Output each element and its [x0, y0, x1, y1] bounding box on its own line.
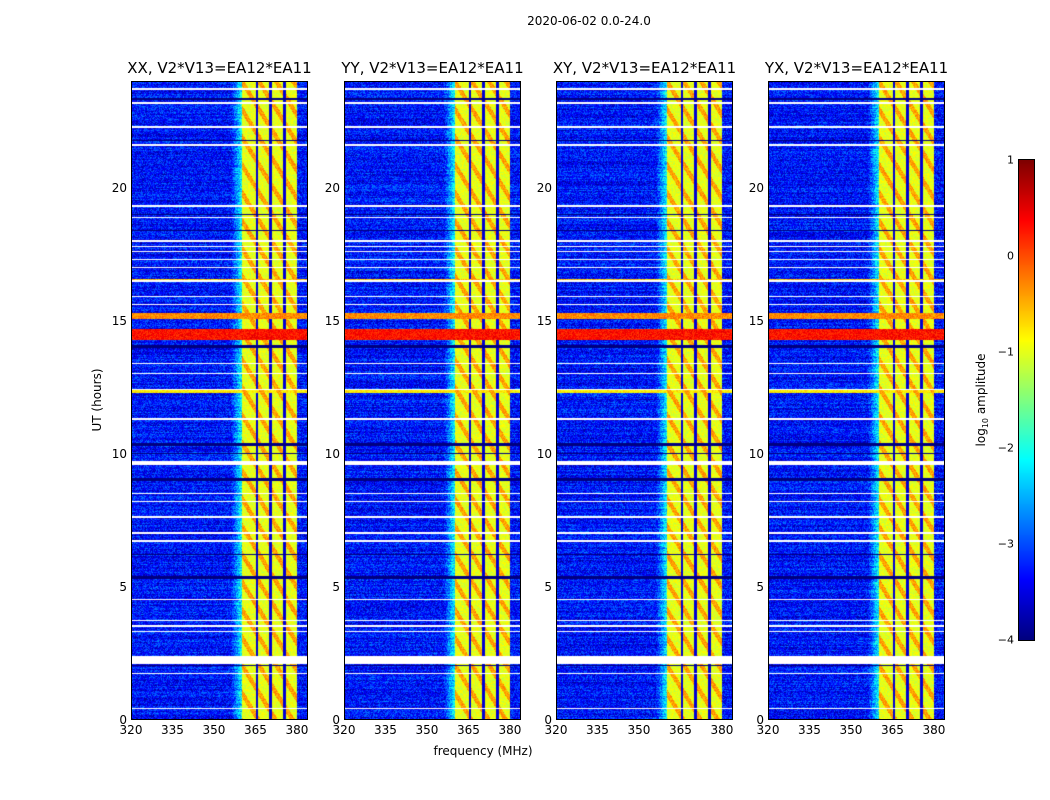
x-tick-label: 335 — [798, 723, 821, 737]
y-tick-label: 5 — [544, 579, 552, 594]
y-tick-label: 10 — [111, 446, 127, 461]
y-tick-label: 15 — [748, 313, 764, 328]
colorbar-label: log10 amplitude — [974, 354, 990, 447]
x-tick-label: 380 — [285, 723, 309, 737]
panel-title: XX, V2*V13=EA12*EA11 — [127, 59, 312, 77]
y-tick-label: 20 — [324, 180, 340, 195]
x-tick-label: 350 — [839, 723, 863, 737]
heatmap-panel — [768, 81, 945, 720]
x-axis-label: frequency (MHz) — [433, 744, 533, 758]
panel-title: XY, V2*V13=EA12*EA11 — [552, 59, 737, 77]
y-tick-label: 0 — [544, 713, 552, 727]
x-tick-label: 320 — [544, 723, 568, 737]
colorbar-tick-label: −3 — [997, 537, 1014, 551]
x-tick-label: 380 — [710, 723, 734, 737]
panel-title: YY, V2*V13=EA12*EA11 — [341, 59, 524, 77]
y-axis-label: UT (hours) — [90, 368, 104, 432]
colorbar-tick-label: 0 — [1007, 249, 1014, 263]
x-tick-label: 335 — [374, 723, 397, 737]
y-tick-label: 5 — [119, 579, 127, 594]
x-tick-label: 365 — [457, 723, 480, 737]
y-tick-label: 20 — [748, 180, 764, 195]
x-tick-label: 365 — [881, 723, 904, 737]
panel-title: YX, V2*V13=EA12*EA11 — [764, 59, 949, 77]
y-tick-label: 0 — [119, 713, 127, 727]
x-tick-label: 365 — [669, 723, 692, 737]
y-tick-label: 20 — [536, 180, 552, 195]
colorbar-label-rest: amplitude — [973, 353, 988, 418]
heatmap-panel — [556, 81, 733, 720]
heatmap-image — [557, 82, 732, 719]
y-tick-label: 10 — [536, 446, 552, 461]
y-tick-label: 15 — [111, 313, 127, 328]
heatmap-panel — [344, 81, 521, 720]
x-tick-label: 335 — [586, 723, 609, 737]
x-tick-label: 365 — [244, 723, 267, 737]
figure-title: 2020-06-02 0.0-24.0 — [527, 14, 651, 28]
x-tick-label: 350 — [415, 723, 439, 737]
colorbar-tick-label: −4 — [997, 633, 1014, 647]
colorbar — [1018, 159, 1035, 641]
heatmap-image — [769, 82, 944, 719]
x-tick-label: 350 — [202, 723, 226, 737]
colorbar-tick-label: −1 — [997, 345, 1014, 359]
heatmap-image — [132, 82, 307, 719]
y-tick-label: 10 — [748, 446, 764, 461]
y-tick-label: 15 — [536, 313, 552, 328]
y-tick-label: 0 — [332, 713, 340, 727]
heatmap-panel — [131, 81, 308, 720]
heatmap-image — [345, 82, 520, 719]
x-tick-label: 335 — [161, 723, 184, 737]
colorbar-tick-label: −2 — [997, 441, 1014, 455]
x-tick-label: 320 — [119, 723, 143, 737]
x-tick-label: 380 — [922, 723, 946, 737]
y-tick-label: 15 — [324, 313, 340, 328]
colorbar-tick-label: 1 — [1007, 153, 1014, 167]
y-tick-label: 5 — [332, 579, 340, 594]
x-tick-label: 350 — [627, 723, 651, 737]
x-tick-label: 320 — [332, 723, 356, 737]
y-tick-label: 10 — [324, 446, 340, 461]
x-tick-label: 380 — [498, 723, 522, 737]
y-tick-label: 5 — [756, 579, 764, 594]
colorbar-label-main: log — [973, 428, 988, 447]
x-tick-label: 320 — [756, 723, 780, 737]
colorbar-label-sub: 10 — [981, 417, 991, 429]
y-tick-label: 0 — [756, 713, 764, 727]
y-tick-label: 20 — [111, 180, 127, 195]
